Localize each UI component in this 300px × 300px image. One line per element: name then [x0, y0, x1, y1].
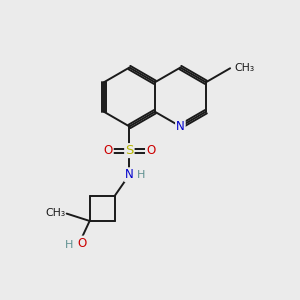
- Text: CH₃: CH₃: [45, 208, 65, 218]
- Text: O: O: [78, 236, 87, 250]
- Text: O: O: [103, 144, 113, 157]
- Text: CH₃: CH₃: [234, 63, 254, 73]
- Text: N: N: [125, 168, 134, 181]
- Text: H: H: [137, 170, 146, 180]
- Text: O: O: [146, 144, 155, 157]
- Text: S: S: [125, 144, 134, 157]
- Text: N: N: [176, 120, 185, 133]
- Text: H: H: [64, 239, 73, 250]
